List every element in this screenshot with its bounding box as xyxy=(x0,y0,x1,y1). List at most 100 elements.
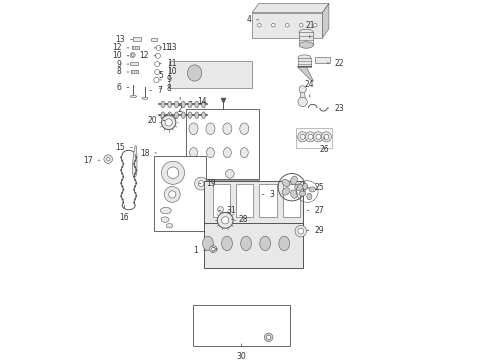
Circle shape xyxy=(314,132,323,142)
Circle shape xyxy=(308,134,313,139)
Text: 7: 7 xyxy=(150,86,162,95)
Text: 10: 10 xyxy=(112,51,129,60)
Circle shape xyxy=(218,207,223,212)
Text: 28: 28 xyxy=(232,215,248,224)
Text: 14: 14 xyxy=(190,97,207,106)
Ellipse shape xyxy=(142,97,148,99)
Circle shape xyxy=(135,160,136,161)
Circle shape xyxy=(297,132,308,142)
Circle shape xyxy=(122,202,124,203)
Circle shape xyxy=(134,166,136,168)
Bar xyxy=(252,13,322,38)
Circle shape xyxy=(314,23,317,27)
Bar xyxy=(204,223,303,268)
Circle shape xyxy=(264,333,273,342)
Text: 15: 15 xyxy=(116,143,132,152)
Ellipse shape xyxy=(160,207,171,214)
Text: 16: 16 xyxy=(120,205,129,222)
Circle shape xyxy=(298,97,307,107)
Circle shape xyxy=(122,176,124,177)
Text: 12: 12 xyxy=(139,51,156,60)
Ellipse shape xyxy=(181,112,185,118)
Circle shape xyxy=(133,202,135,203)
Circle shape xyxy=(121,183,122,184)
Text: 10: 10 xyxy=(160,68,176,77)
Circle shape xyxy=(225,170,234,178)
Ellipse shape xyxy=(282,188,290,195)
Circle shape xyxy=(121,170,122,171)
Ellipse shape xyxy=(168,112,172,118)
Bar xyxy=(204,181,303,223)
Circle shape xyxy=(212,247,215,251)
Circle shape xyxy=(121,195,122,197)
Ellipse shape xyxy=(189,123,198,135)
Ellipse shape xyxy=(303,183,308,190)
Bar xyxy=(296,128,332,148)
Circle shape xyxy=(298,228,304,234)
Ellipse shape xyxy=(181,101,185,108)
Text: 30: 30 xyxy=(237,344,246,360)
Ellipse shape xyxy=(188,112,192,118)
Ellipse shape xyxy=(307,193,312,200)
Circle shape xyxy=(299,86,306,93)
Circle shape xyxy=(130,53,135,58)
Circle shape xyxy=(122,163,124,165)
Circle shape xyxy=(122,186,123,187)
Circle shape xyxy=(135,192,136,194)
Bar xyxy=(193,305,290,346)
Circle shape xyxy=(131,54,134,57)
Circle shape xyxy=(221,217,229,224)
Bar xyxy=(193,180,259,193)
Polygon shape xyxy=(300,90,305,101)
Ellipse shape xyxy=(298,55,311,60)
Text: 9: 9 xyxy=(160,76,172,85)
Circle shape xyxy=(134,186,136,187)
Circle shape xyxy=(299,23,303,27)
Ellipse shape xyxy=(230,183,240,190)
Ellipse shape xyxy=(161,217,169,222)
Text: 9: 9 xyxy=(117,60,129,69)
Text: 6: 6 xyxy=(117,83,129,92)
Text: 3: 3 xyxy=(262,190,274,199)
Text: 13: 13 xyxy=(116,35,132,44)
Bar xyxy=(151,38,157,41)
Circle shape xyxy=(156,45,161,50)
Text: 13: 13 xyxy=(160,43,176,52)
Ellipse shape xyxy=(202,236,213,251)
Circle shape xyxy=(135,179,136,181)
Circle shape xyxy=(258,23,261,27)
Ellipse shape xyxy=(223,123,232,135)
Circle shape xyxy=(154,77,159,82)
Ellipse shape xyxy=(309,187,316,192)
Text: 5: 5 xyxy=(158,71,170,80)
Circle shape xyxy=(122,173,123,174)
Text: 27: 27 xyxy=(307,206,324,215)
Circle shape xyxy=(162,161,185,184)
Text: 29: 29 xyxy=(307,226,324,235)
Text: 23: 23 xyxy=(327,104,344,112)
Polygon shape xyxy=(252,4,329,13)
Circle shape xyxy=(300,134,305,139)
Circle shape xyxy=(217,212,233,228)
Circle shape xyxy=(122,166,123,168)
Ellipse shape xyxy=(223,148,231,158)
Ellipse shape xyxy=(130,95,137,98)
Circle shape xyxy=(286,23,289,27)
Bar xyxy=(154,156,206,231)
Ellipse shape xyxy=(221,236,232,251)
Ellipse shape xyxy=(161,112,165,118)
Ellipse shape xyxy=(279,236,290,251)
Ellipse shape xyxy=(190,148,197,158)
Circle shape xyxy=(133,163,135,165)
Text: 2: 2 xyxy=(178,97,183,114)
Bar xyxy=(132,46,139,49)
Ellipse shape xyxy=(206,148,215,158)
Ellipse shape xyxy=(168,101,172,108)
Ellipse shape xyxy=(206,123,215,135)
Circle shape xyxy=(321,132,331,142)
Text: 24: 24 xyxy=(305,80,315,97)
Ellipse shape xyxy=(248,183,257,190)
Bar xyxy=(213,184,230,217)
Circle shape xyxy=(155,62,160,67)
Ellipse shape xyxy=(291,190,297,198)
